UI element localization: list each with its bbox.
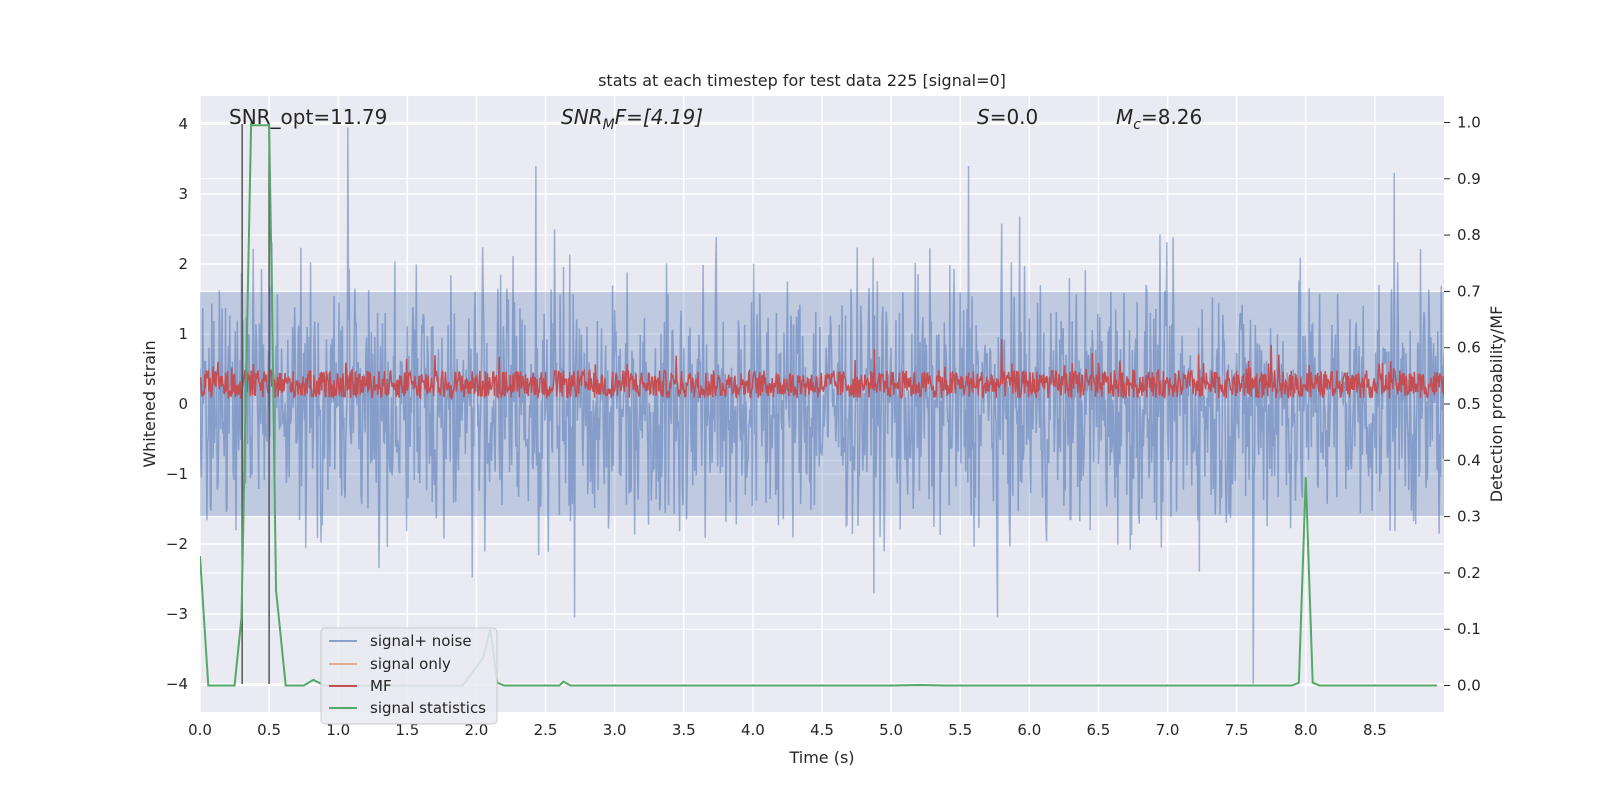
- x-tick-label-11: 5.5: [948, 721, 972, 739]
- legend: signal+ noise signal only MF signal stat…: [320, 627, 498, 725]
- y2-tick-label-8: 0.8: [1457, 226, 1481, 244]
- x-tick-label-8: 4.0: [741, 721, 765, 739]
- annotation-snr-opt: SNR_opt=11.79: [229, 105, 387, 129]
- x-tick-label-17: 8.5: [1363, 721, 1387, 739]
- y-tick-label-3: −1: [166, 465, 188, 483]
- y-tick-label-5: 1: [178, 325, 188, 343]
- y2-axis-ticks: 0.0 0.1 0.2 0.3 0.4 0.5 0.6 0.7 0.8 0.9 1.0: [1444, 113, 1481, 695]
- y2-tick-label-2: 0.2: [1457, 564, 1481, 582]
- x-tick-label-0: 0.0: [188, 721, 212, 739]
- legend-box: [320, 627, 498, 725]
- y2-tick-label-4: 0.4: [1457, 451, 1481, 469]
- plot-content: [200, 122, 1444, 687]
- annotation-snr-mf: SNRMF=[4.19]: [561, 105, 703, 133]
- y2-tick-label-1: 0.1: [1457, 620, 1481, 638]
- y-tick-label-1: −3: [166, 605, 188, 623]
- y-tick-label-2: −2: [166, 535, 188, 553]
- x-tick-label-1: 0.5: [257, 721, 281, 739]
- legend-label-signal-statistics: signal statistics: [370, 699, 486, 717]
- y-tick-label-6: 2: [178, 255, 188, 273]
- x-tick-label-9: 4.5: [810, 721, 834, 739]
- x-tick-label-5: 2.5: [534, 721, 558, 739]
- legend-label-mf: MF: [370, 677, 392, 695]
- y-axis-ticks: −4 −3 −2 −1 0 1 2 3 4: [166, 115, 188, 693]
- y2-tick-label-6: 0.6: [1457, 339, 1481, 357]
- y-tick-label-7: 3: [178, 185, 188, 203]
- x-tick-label-4: 2.0: [465, 721, 489, 739]
- y-tick-label-8: 4: [178, 115, 188, 133]
- y2-tick-label-0: 0.0: [1457, 677, 1481, 695]
- annotation-s: S=0.0: [977, 105, 1038, 129]
- x-tick-label-12: 6.0: [1017, 721, 1041, 739]
- annotation-mc: Mc=8.26: [1116, 105, 1202, 133]
- x-tick-label-13: 6.5: [1087, 721, 1111, 739]
- y2-tick-label-3: 0.3: [1457, 508, 1481, 526]
- x-tick-label-16: 8.0: [1294, 721, 1318, 739]
- x-tick-label-2: 1.0: [326, 721, 350, 739]
- x-tick-label-3: 1.5: [395, 721, 419, 739]
- y-tick-label-0: −4: [166, 675, 188, 693]
- y2-tick-label-5: 0.5: [1457, 395, 1481, 413]
- legend-label-signal-only: signal only: [370, 655, 451, 673]
- x-tick-label-7: 3.5: [672, 721, 696, 739]
- x-tick-label-10: 5.0: [879, 721, 903, 739]
- x-tick-label-14: 7.0: [1156, 721, 1180, 739]
- y2-tick-label-7: 0.7: [1457, 282, 1481, 300]
- x-tick-label-15: 7.5: [1225, 721, 1249, 739]
- signal-noise-series: [200, 127, 1444, 685]
- y2-tick-label-9: 0.9: [1457, 170, 1481, 188]
- y-tick-label-4: 0: [178, 395, 188, 413]
- mf-series: [200, 338, 1444, 401]
- x-tick-label-6: 3.0: [603, 721, 627, 739]
- y2-tick-label-10: 1.0: [1457, 113, 1481, 131]
- x-axis-label: Time (s): [788, 748, 854, 767]
- chart-title: stats at each timestep for test data 225…: [598, 71, 1006, 90]
- y2-axis-label: Detection probability/MF: [1487, 306, 1506, 503]
- y-axis-label: Whitened strain: [140, 340, 159, 467]
- legend-label-signal-noise: signal+ noise: [370, 632, 472, 650]
- x-axis-ticks: 0.0 0.5 1.0 1.5 2.0 2.5 3.0 3.5 4.0 4.5 5.0 5.5 6.0 6…: [188, 721, 1387, 739]
